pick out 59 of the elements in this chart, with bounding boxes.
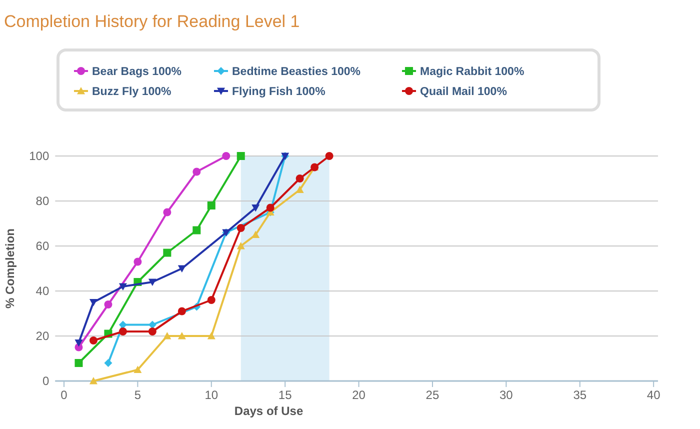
point xyxy=(89,299,98,306)
x-tick-label: 5 xyxy=(134,388,142,402)
legend-label: Buzz Fly 100% xyxy=(92,86,172,98)
point xyxy=(89,377,98,384)
point xyxy=(148,278,156,286)
point xyxy=(178,265,186,272)
x-tick-label: 15 xyxy=(278,388,292,402)
point xyxy=(163,248,172,257)
point xyxy=(252,204,260,212)
point xyxy=(118,283,127,290)
y-tick-label: 60 xyxy=(36,239,50,253)
x-tick-label: 10 xyxy=(204,388,218,402)
point xyxy=(163,332,172,340)
x-axis-title: Days of Use xyxy=(234,404,304,418)
point xyxy=(74,359,83,367)
point xyxy=(178,332,186,340)
legend-label: Magic Rabbit 100% xyxy=(420,66,524,78)
legend-label: Bedtime Beasties 100% xyxy=(232,66,360,78)
y-tick-label: 0 xyxy=(42,374,50,388)
point xyxy=(134,258,142,266)
x-tick-label: 0 xyxy=(60,388,68,402)
point xyxy=(148,320,156,329)
y-axis-title: % Completion xyxy=(3,228,17,308)
x-tick-label: 20 xyxy=(352,388,366,402)
x-tick-label: 30 xyxy=(500,388,514,402)
point xyxy=(325,152,334,160)
point xyxy=(178,307,186,316)
x-tick-label: 40 xyxy=(646,388,661,402)
point xyxy=(222,152,230,160)
point xyxy=(192,226,201,234)
legend-label: Flying Fish 100% xyxy=(232,86,326,98)
y-tick-label: 20 xyxy=(36,329,50,343)
point xyxy=(296,174,304,182)
point xyxy=(104,300,112,308)
x-tick-label: 25 xyxy=(426,388,440,402)
point xyxy=(104,359,112,367)
point xyxy=(89,336,98,344)
point xyxy=(252,230,260,238)
legend-label: Quail Mail 100% xyxy=(420,86,507,98)
point xyxy=(118,328,127,336)
point xyxy=(207,296,216,304)
point xyxy=(192,168,201,176)
point xyxy=(236,224,245,232)
x-tick-label: 35 xyxy=(573,388,587,402)
point xyxy=(236,242,245,250)
point xyxy=(207,202,216,210)
point xyxy=(163,208,172,216)
point xyxy=(74,340,83,347)
point xyxy=(118,320,127,329)
y-tick-label: 80 xyxy=(36,194,50,208)
point xyxy=(134,366,142,373)
point xyxy=(207,332,216,340)
y-tick-label: 100 xyxy=(29,149,50,163)
y-tick-label: 40 xyxy=(36,284,50,298)
point xyxy=(236,152,245,160)
point xyxy=(266,204,274,212)
legend-label: Bear Bags 100% xyxy=(92,66,182,78)
chart-title: Completion History for Reading Level 1 xyxy=(4,12,300,31)
point xyxy=(148,328,156,336)
